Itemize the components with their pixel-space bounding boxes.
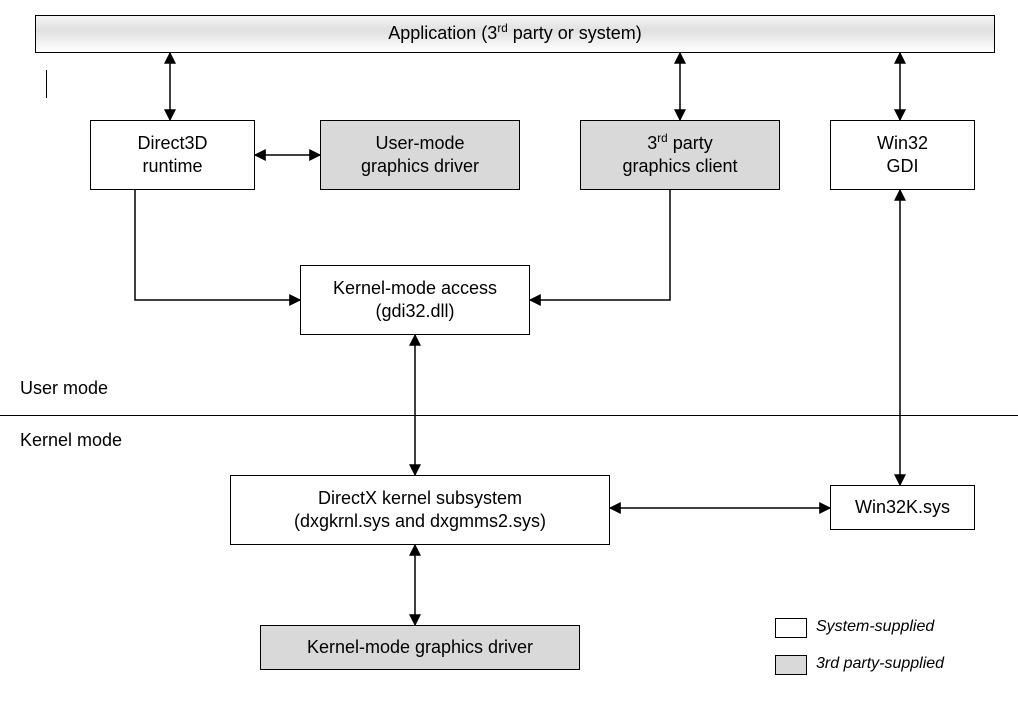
legend-system-label: System-supplied <box>816 618 934 636</box>
architecture-diagram: User mode Kernel mode Application (3rd p… <box>0 0 1018 705</box>
kernel-mode-label: Kernel mode <box>20 430 122 451</box>
connectors <box>0 0 1018 705</box>
node-application-label: Application (3rd party or system) <box>388 22 642 45</box>
legend-swatch-system <box>775 618 807 638</box>
text-cursor <box>46 70 47 98</box>
legend-third-party-label: 3rd party-supplied <box>816 655 944 673</box>
node-direct3d-runtime: Direct3Druntime <box>90 120 255 190</box>
node-application: Application (3rd party or system) <box>35 15 995 53</box>
node-user-mode-graphics-driver: User-modegraphics driver <box>320 120 520 190</box>
node-kernel-mode-graphics-driver-label: Kernel-mode graphics driver <box>307 636 533 659</box>
node-kernel-mode-access-label: Kernel-mode access(gdi32.dll) <box>333 277 497 324</box>
node-win32k-sys-label: Win32K.sys <box>855 496 950 519</box>
node-directx-kernel-subsystem: DirectX kernel subsystem(dxgkrnl.sys and… <box>230 475 610 545</box>
node-win32-gdi-label: Win32GDI <box>877 132 928 179</box>
user-mode-label: User mode <box>20 378 108 399</box>
node-kernel-mode-access: Kernel-mode access(gdi32.dll) <box>300 265 530 335</box>
node-third-party-graphics-client-label: 3rd partygraphics client <box>622 132 737 179</box>
mode-divider <box>0 415 1018 416</box>
node-win32-gdi: Win32GDI <box>830 120 975 190</box>
legend-swatch-third-party <box>775 655 807 675</box>
node-user-mode-graphics-driver-label: User-modegraphics driver <box>361 132 479 179</box>
node-direct3d-runtime-label: Direct3Druntime <box>137 132 207 179</box>
node-third-party-graphics-client: 3rd partygraphics client <box>580 120 780 190</box>
node-win32k-sys: Win32K.sys <box>830 485 975 530</box>
node-directx-kernel-subsystem-label: DirectX kernel subsystem(dxgkrnl.sys and… <box>294 487 546 534</box>
node-kernel-mode-graphics-driver: Kernel-mode graphics driver <box>260 625 580 670</box>
